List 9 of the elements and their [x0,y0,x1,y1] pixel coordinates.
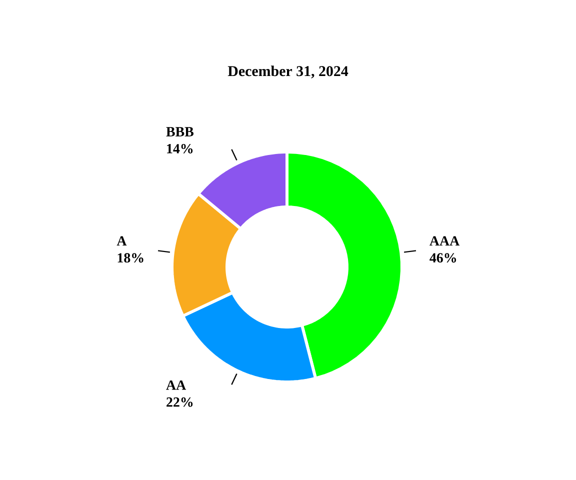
slice-label: BBB [166,127,194,136]
data-label: 46% [430,253,456,263]
slice-label: AAA [430,236,460,246]
data-label: 18% [118,253,144,263]
slice-label: A [116,236,127,246]
chart-title: December 31, 2024 [228,66,348,78]
slice-label: AA [166,380,186,390]
data-label: 14% [167,144,193,154]
data-label: 22% [166,397,193,407]
